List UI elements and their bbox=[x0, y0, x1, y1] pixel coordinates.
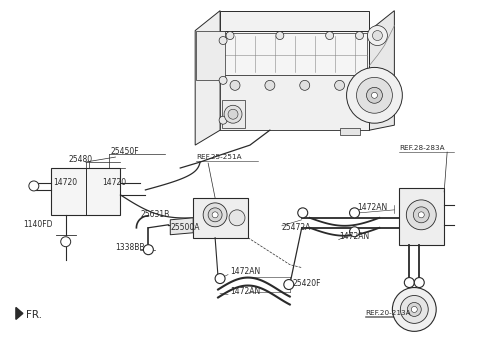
Circle shape bbox=[219, 116, 227, 124]
Circle shape bbox=[408, 303, 421, 316]
Circle shape bbox=[144, 245, 153, 255]
Text: REF.20-213A: REF.20-213A bbox=[365, 310, 411, 317]
Text: 25450F: 25450F bbox=[110, 146, 139, 156]
Circle shape bbox=[29, 181, 39, 191]
Circle shape bbox=[368, 26, 387, 46]
Circle shape bbox=[325, 32, 334, 39]
Circle shape bbox=[356, 32, 363, 39]
Text: 1472AN: 1472AN bbox=[358, 203, 388, 212]
Text: 1472AN: 1472AN bbox=[230, 287, 260, 296]
Text: 25500A: 25500A bbox=[170, 223, 200, 232]
Text: 1472AN: 1472AN bbox=[230, 267, 260, 276]
Polygon shape bbox=[193, 198, 248, 238]
Circle shape bbox=[230, 80, 240, 90]
Polygon shape bbox=[222, 100, 245, 128]
Circle shape bbox=[226, 32, 234, 39]
Circle shape bbox=[392, 287, 436, 331]
Circle shape bbox=[418, 212, 424, 218]
Text: 25472A: 25472A bbox=[282, 223, 311, 232]
Polygon shape bbox=[220, 75, 370, 130]
Circle shape bbox=[413, 207, 429, 223]
Circle shape bbox=[224, 105, 242, 123]
Circle shape bbox=[349, 227, 360, 237]
Text: 14720: 14720 bbox=[53, 178, 77, 188]
Circle shape bbox=[215, 274, 225, 284]
Text: REF.25-251A: REF.25-251A bbox=[196, 154, 242, 160]
Circle shape bbox=[404, 277, 414, 287]
Circle shape bbox=[349, 208, 360, 218]
Circle shape bbox=[367, 87, 383, 103]
Text: 1338BB: 1338BB bbox=[116, 243, 145, 252]
Text: FR.: FR. bbox=[26, 310, 42, 320]
Circle shape bbox=[203, 203, 227, 227]
Circle shape bbox=[357, 78, 392, 113]
Circle shape bbox=[276, 32, 284, 39]
Circle shape bbox=[372, 31, 383, 40]
Polygon shape bbox=[196, 31, 225, 80]
Circle shape bbox=[229, 210, 245, 226]
Polygon shape bbox=[399, 188, 444, 245]
Polygon shape bbox=[220, 31, 370, 130]
Circle shape bbox=[284, 280, 294, 289]
Text: REF.28-283A: REF.28-283A bbox=[399, 145, 445, 151]
Polygon shape bbox=[16, 307, 23, 319]
Text: 1472AN: 1472AN bbox=[339, 232, 370, 241]
Polygon shape bbox=[220, 11, 370, 31]
Polygon shape bbox=[370, 11, 395, 130]
Circle shape bbox=[61, 237, 71, 247]
Circle shape bbox=[219, 37, 227, 45]
Text: 25480: 25480 bbox=[69, 155, 93, 164]
Circle shape bbox=[228, 109, 238, 119]
Text: 25631B: 25631B bbox=[141, 210, 169, 219]
Circle shape bbox=[414, 277, 424, 287]
Circle shape bbox=[335, 80, 345, 90]
Circle shape bbox=[347, 68, 402, 123]
Circle shape bbox=[372, 92, 377, 98]
Circle shape bbox=[212, 212, 218, 218]
Circle shape bbox=[208, 208, 222, 222]
Circle shape bbox=[298, 208, 308, 218]
Circle shape bbox=[265, 80, 275, 90]
Polygon shape bbox=[339, 128, 360, 135]
Polygon shape bbox=[222, 33, 368, 75]
Text: 14720: 14720 bbox=[103, 178, 127, 188]
Polygon shape bbox=[195, 11, 220, 145]
Polygon shape bbox=[170, 218, 193, 235]
Circle shape bbox=[300, 80, 310, 90]
Text: 25420F: 25420F bbox=[293, 279, 321, 288]
Polygon shape bbox=[51, 168, 120, 215]
Circle shape bbox=[219, 76, 227, 84]
Circle shape bbox=[400, 296, 428, 323]
Circle shape bbox=[407, 200, 436, 230]
Circle shape bbox=[411, 306, 417, 312]
Text: 1140FD: 1140FD bbox=[23, 220, 52, 229]
